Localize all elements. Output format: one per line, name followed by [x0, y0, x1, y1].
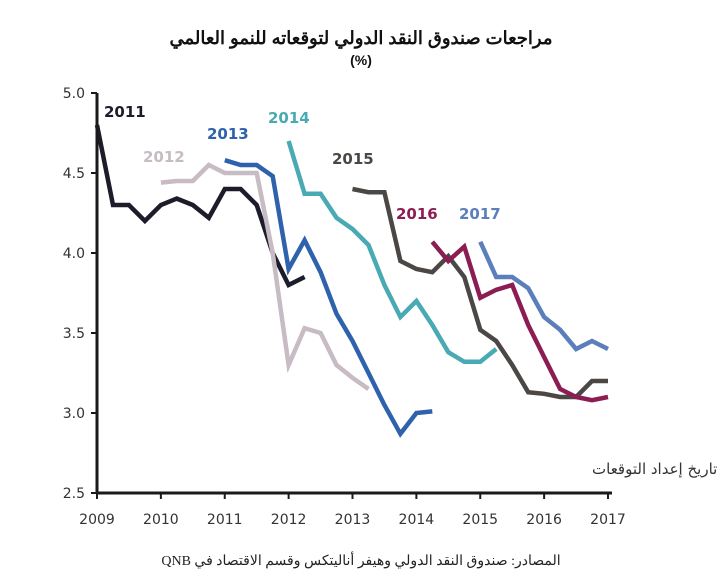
- series-line-2017: [478, 240, 610, 352]
- chart-title: مراجعات صندوق النقد الدولي لتوقعاته للنم…: [169, 28, 553, 48]
- x-axis-title: تاريخ إعداد التوقعات: [592, 460, 717, 478]
- y-tick-label: 5.0: [63, 86, 85, 102]
- x-tick-label: 2016: [526, 512, 562, 528]
- y-tick-label: 4.0: [63, 246, 85, 262]
- source-note: المصادر: صندوق النقد الدولي وهيفر أناليت…: [161, 554, 561, 569]
- series-line-2014: [286, 140, 498, 365]
- x-tick-label: 2012: [271, 512, 307, 528]
- series-label-2017: 2017: [459, 205, 501, 223]
- series-line-2012: [160, 162, 370, 391]
- x-tick-label: 2010: [143, 512, 179, 528]
- series-label-2016: 2016: [396, 205, 438, 223]
- x-tick-label: 2017: [590, 512, 626, 528]
- series-layer: [94, 124, 610, 438]
- series-label-2013: 2013: [207, 125, 249, 143]
- y-tick-label: 3.0: [63, 406, 85, 422]
- series-label-2011: 2011: [104, 103, 146, 121]
- series-label-2012: 2012: [143, 148, 185, 166]
- y-tick-label: 4.5: [63, 166, 85, 182]
- y-tick-label: 2.5: [63, 486, 85, 502]
- series-labels: 2011 2012 2013 2014 2015 2016 2017: [104, 103, 501, 223]
- x-tick-label: 2013: [335, 512, 371, 528]
- x-tick-label: 2011: [207, 512, 243, 528]
- y-tick-label: 3.5: [63, 326, 85, 342]
- series-label-2015: 2015: [332, 150, 374, 168]
- x-tick-label: 2014: [399, 512, 435, 528]
- x-tick-label: 2015: [462, 512, 498, 528]
- series-label-2014: 2014: [268, 109, 310, 127]
- series-line-2016: [430, 240, 609, 403]
- series-line-2015: [352, 186, 608, 400]
- x-tick-label: 2009: [79, 512, 115, 528]
- chart-subtitle: (%): [350, 52, 372, 68]
- series-line-2013: [224, 158, 433, 438]
